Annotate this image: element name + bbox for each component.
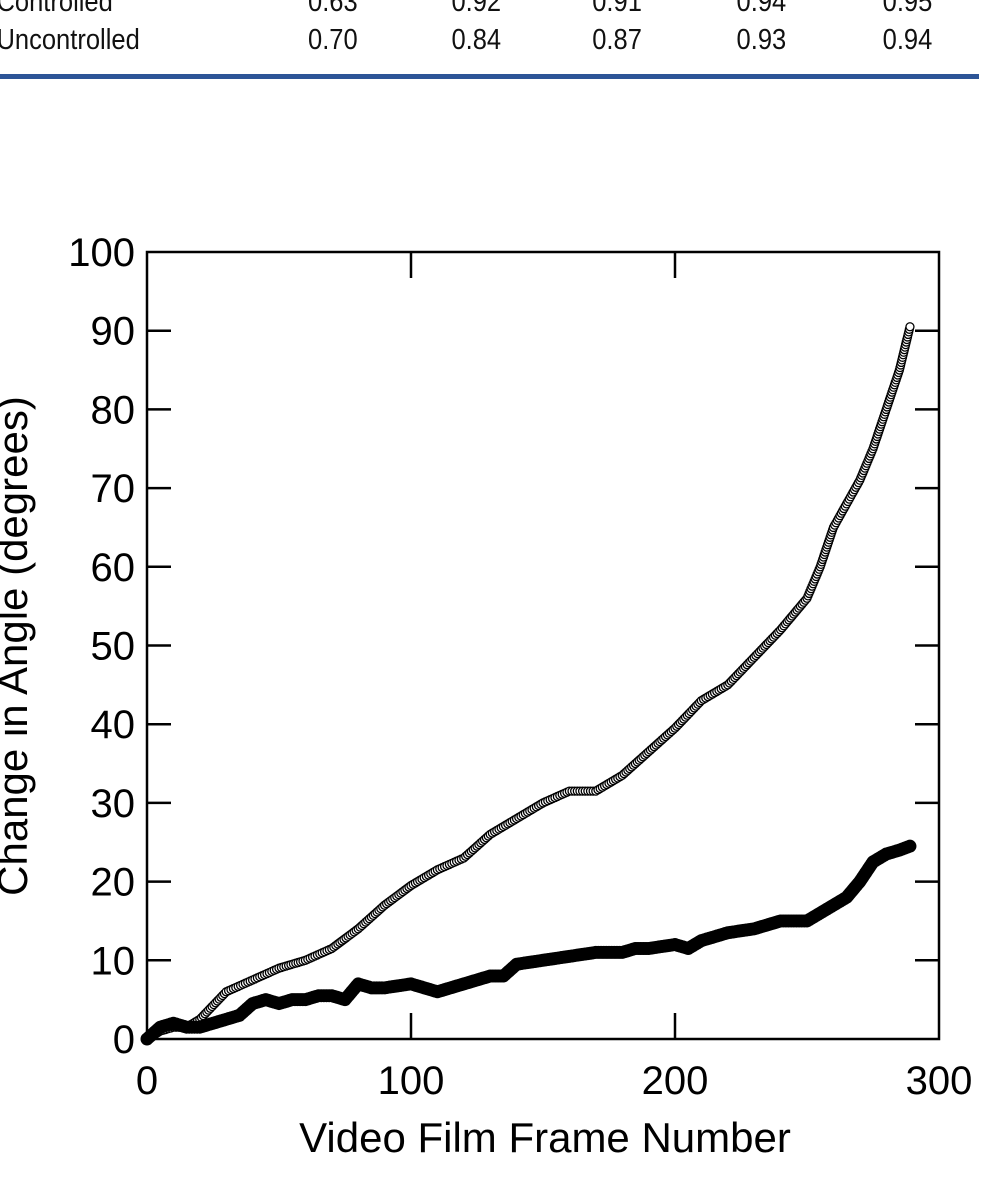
cell: 0.95 — [882, 0, 933, 18]
y-tick-label: 10 — [91, 939, 136, 983]
y-tick-label: 20 — [91, 861, 136, 905]
cell: 0.94 — [736, 0, 787, 18]
table-row-controlled: Controlled 0.63 0.92 0.91 0.94 0.95 — [0, 0, 932, 24]
y-tick-label: 50 — [91, 625, 136, 669]
cell: 0.70 — [308, 24, 358, 56]
x-tick-label: 300 — [906, 1059, 973, 1103]
y-tick-label: 70 — [91, 467, 136, 511]
data-point — [905, 322, 915, 332]
plot-frame — [145, 250, 941, 1041]
table-bottom-rule — [0, 74, 979, 79]
row-label: Controlled — [0, 0, 113, 18]
y-axis-title: Change in Angle (degrees) — [0, 396, 36, 896]
cell: 0.63 — [308, 0, 358, 18]
data-point — [903, 839, 917, 853]
x-tick-label: 200 — [642, 1059, 709, 1103]
series-open-circle — [142, 322, 915, 1044]
y-tick-label: 0 — [113, 1018, 135, 1062]
cell: 0.87 — [592, 24, 642, 56]
row-label: Uncontrolled — [0, 24, 140, 56]
x-axis-title: Video Film Frame Number — [299, 1114, 791, 1161]
table-row-uncontrolled: Uncontrolled 0.70 0.84 0.87 0.93 0.94 — [0, 24, 932, 62]
y-tick-label: 80 — [91, 388, 136, 432]
y-tick-label: 30 — [91, 782, 136, 826]
x-tick-label: 0 — [136, 1059, 158, 1103]
cell: 0.91 — [592, 0, 642, 18]
cell: 0.84 — [451, 24, 502, 56]
cell: 0.93 — [736, 24, 787, 56]
y-tick-label: 100 — [68, 231, 135, 275]
cell: 0.94 — [882, 24, 933, 56]
series-filled-circle — [140, 839, 917, 1046]
y-tick-label: 40 — [91, 703, 136, 747]
data-table: Controlled 0.63 0.92 0.91 0.94 0.95 Unco… — [0, 0, 932, 62]
y-tick-label: 90 — [91, 310, 136, 354]
y-tick-label: 60 — [91, 546, 136, 590]
x-tick-label: 100 — [378, 1059, 445, 1103]
cell: 0.92 — [451, 0, 502, 18]
